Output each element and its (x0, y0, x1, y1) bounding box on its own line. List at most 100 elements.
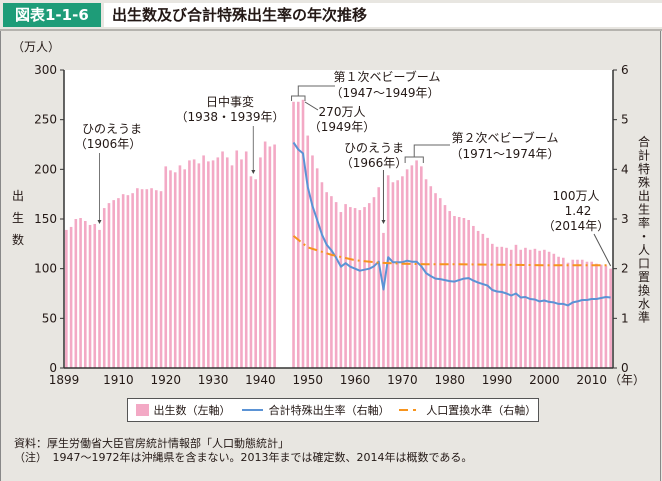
x-axis-unit: （年） (609, 373, 645, 387)
bar-births-1907 (102, 208, 106, 368)
y2-axis-label-char: 準 (638, 310, 650, 325)
bar-births-1901 (74, 219, 78, 368)
annotation-peak-1949-value: 270万人 (319, 105, 366, 119)
bar-births-1987 (481, 233, 485, 368)
x-tick-label-1970: 1970 (387, 373, 418, 387)
bar-births-1968 (391, 182, 395, 368)
bar-births-1937 (244, 151, 248, 368)
annotation-nicchu-title: 日中事変 (206, 94, 254, 109)
bar-births-1943 (273, 144, 276, 368)
annotation-peak-1949-arrow (304, 101, 319, 111)
bar-births-1969 (396, 180, 399, 368)
annotation-hinoeuma-1966-title: ひのえうま (344, 141, 404, 155)
annotation-hinoeuma-1906-title: ひのえうま (82, 122, 142, 136)
bar-births-1931 (216, 157, 220, 368)
bar-births-1948 (296, 101, 300, 368)
y2-axis-label-char: 人 (638, 243, 650, 257)
source-note: 資料：厚生労働省大臣官房統計情報部「人口動態統計」 (14, 437, 289, 450)
legend-swatch-bar (136, 404, 149, 416)
bar-births-2007 (576, 259, 579, 368)
legend-item-replacement: 人口置換水準（右軸） (399, 402, 537, 418)
bar-births-1942 (268, 146, 272, 368)
bar-births-1960 (353, 208, 357, 368)
bar-births-2006 (571, 259, 575, 368)
x-tick-label-2000: 2000 (529, 373, 560, 387)
x-tick-label-1950: 1950 (292, 373, 323, 387)
bar-births-1954 (325, 192, 328, 368)
bar-births-1909 (112, 200, 115, 368)
annotation-boom1-bracket (291, 85, 335, 101)
figure-header: 図表1-1-6 出生数及び合計特殊出生率の年次推移 (0, 0, 662, 31)
x-tick-label-1990: 1990 (482, 373, 513, 387)
annotation-2014-births: 100万人 (553, 189, 600, 203)
x-tick-label-1930: 1930 (198, 373, 229, 387)
legend-item-births: 出生数（左軸） (136, 402, 231, 418)
bar-births-1972 (410, 165, 414, 368)
bar-births-1977 (434, 193, 437, 368)
bar-births-1951 (311, 155, 314, 368)
bar-births-1961 (358, 210, 362, 368)
bar-births-1991 (500, 246, 504, 368)
bar-births-2014 (609, 268, 612, 368)
bar-births-1932 (221, 151, 224, 368)
y2-axis-label-char: 出 (638, 189, 650, 203)
bar-births-1959 (349, 207, 352, 368)
annotation-2014-year: （2014年） (543, 219, 610, 233)
bar-births-1912 (126, 195, 130, 368)
birth-tfr-chart: 0 50 100 150 200 250 300 0 1 2 3 4 5 6 1899 1910 1920 193… (12, 40, 650, 387)
y2-tick-label-4: 4 (621, 162, 629, 176)
figure-title: 出生数及び合計特殊出生率の年次推移 (104, 3, 662, 27)
bar-births-1952 (315, 168, 319, 368)
replacement-line (292, 235, 611, 267)
bar-births-1979 (443, 205, 447, 368)
x-tick-label-2010: 2010 (576, 373, 607, 387)
bar-births-2009 (585, 261, 589, 368)
bar-births-1934 (230, 165, 234, 368)
bar-births-1971 (405, 169, 409, 368)
y-tick-label-250: 250 (34, 113, 57, 127)
bar-births-1967 (386, 175, 390, 368)
chart-legend: 出生数（左軸） 合計特殊出生率（右軸） 人口置換水準（右軸） (127, 398, 539, 422)
bar-births-1997 (528, 249, 532, 368)
annotation-2014-tfr: 1.42 (565, 204, 592, 218)
bar-births-1949 (301, 99, 305, 369)
bar-births-1998 (533, 248, 537, 368)
bar-births-1970 (401, 176, 404, 368)
bar-births-2008 (580, 259, 584, 368)
bar-births-1916 (145, 189, 149, 368)
tfr-line (292, 141, 611, 307)
legend-label-replacement: 人口置換水準（右軸） (426, 404, 537, 417)
bar-births-1919 (159, 191, 163, 368)
y-tick-label-100: 100 (34, 262, 57, 276)
bar-births-2000 (543, 249, 546, 368)
bar-births-1923 (178, 165, 182, 368)
bar-births-1938 (249, 176, 253, 368)
bar-births-1911 (121, 194, 125, 368)
bar-births-1993 (509, 249, 513, 368)
y2-axis-label-char: 計 (638, 148, 650, 163)
bar-births-1917 (150, 188, 153, 368)
y-tick-label-150: 150 (34, 212, 57, 226)
legend-label-tfr: 合計特殊出生率（右軸） (268, 404, 390, 417)
bar-births-1982 (457, 217, 461, 368)
bar-births-1973 (415, 160, 418, 368)
bar-births-1925 (188, 160, 191, 368)
y-tick-label-300: 300 (34, 63, 57, 77)
bar-births-1947 (292, 101, 295, 368)
bar-births-2003 (557, 256, 560, 368)
y2-tick-label-1: 1 (621, 311, 629, 325)
bar-births-2005 (566, 262, 570, 368)
bar-births-1966 (382, 232, 385, 368)
bar-births-1904 (88, 224, 92, 368)
x-tick-label-1910: 1910 (103, 373, 134, 387)
arrowhead-icon (381, 220, 386, 224)
bar-births-1956 (334, 202, 338, 368)
y2-axis-label-char: 水 (638, 297, 650, 311)
bar-births-1900 (69, 226, 73, 368)
annotation-2014-arrow (593, 233, 612, 267)
bar-births-1926 (192, 159, 196, 368)
legend-item-tfr: 合計特殊出生率（右軸） (241, 402, 390, 418)
bar-births-1983 (462, 218, 466, 368)
bar-births-1950 (306, 135, 310, 368)
bar-births-1994 (514, 244, 518, 368)
